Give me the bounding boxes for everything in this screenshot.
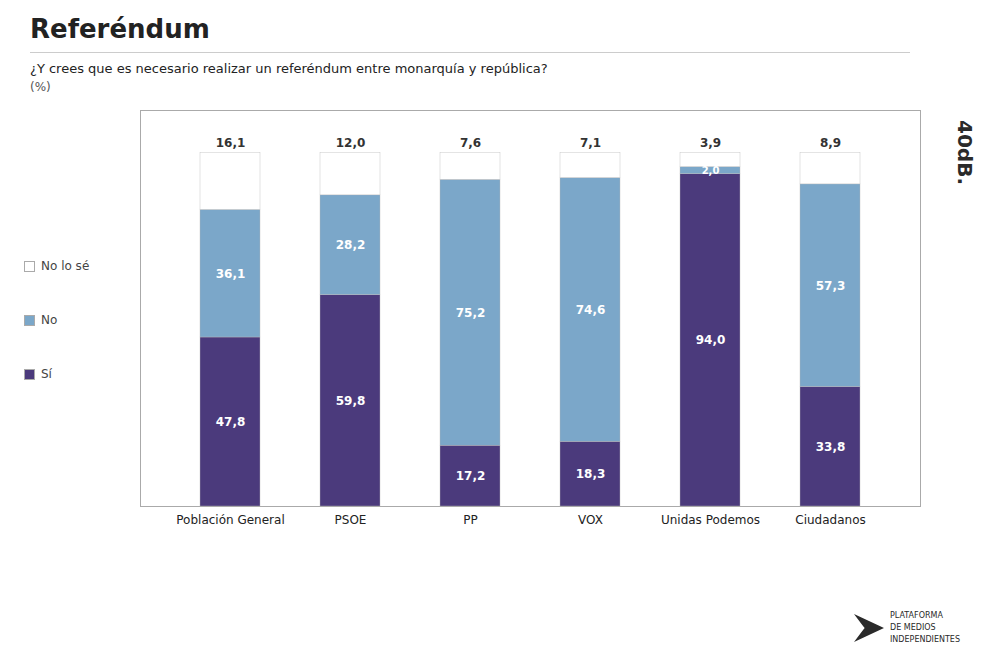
html-text:¿Y crees que es necesario real: ¿Y crees que es necesario realizar un re… [30,61,548,76]
svg-text:47,8: 47,8 [216,415,246,429]
svg-text:Ciudadanos: Ciudadanos [795,513,865,527]
svg-text:7,6: 7,6 [460,136,481,150]
svg-text:PSOE: PSOE [335,513,367,527]
html-text:40dB.: 40dB. [953,120,977,185]
svg-text:PP: PP [463,513,477,527]
html-text:No lo sé: No lo sé [41,259,90,273]
svg-text:75,2: 75,2 [456,306,486,320]
svg-text:94,0: 94,0 [696,333,726,347]
html-text:Sí: Sí [41,367,52,381]
svg-text:Población General: Población General [176,513,284,527]
svg-text:36,1: 36,1 [216,267,246,281]
svg-text:57,3: 57,3 [816,279,846,293]
svg-text:17,2: 17,2 [456,469,486,483]
html-text:No: No [41,313,58,327]
svg-text:3,9: 3,9 [700,136,721,150]
svg-text:VOX: VOX [578,513,603,527]
svg-text:8,9: 8,9 [820,136,841,150]
svg-text:28,2: 28,2 [336,238,366,252]
html-text:PLATAFORMA DE MEDIOS INDEPENDI: PLATAFORMA DE MEDIOS INDEPENDIENTES [890,611,960,644]
svg-text:7,1: 7,1 [580,136,601,150]
svg-text:16,1: 16,1 [216,136,246,150]
svg-text:33,8: 33,8 [816,440,846,454]
svg-text:59,8: 59,8 [336,394,366,408]
svg-text:2,0: 2,0 [702,165,720,176]
svg-text:18,3: 18,3 [576,467,606,481]
svg-text:74,6: 74,6 [576,303,606,317]
svg-text:Unidas Podemos: Unidas Podemos [661,513,760,527]
svg-text:12,0: 12,0 [336,136,366,150]
html-text:Referéndum: Referéndum [30,14,210,44]
